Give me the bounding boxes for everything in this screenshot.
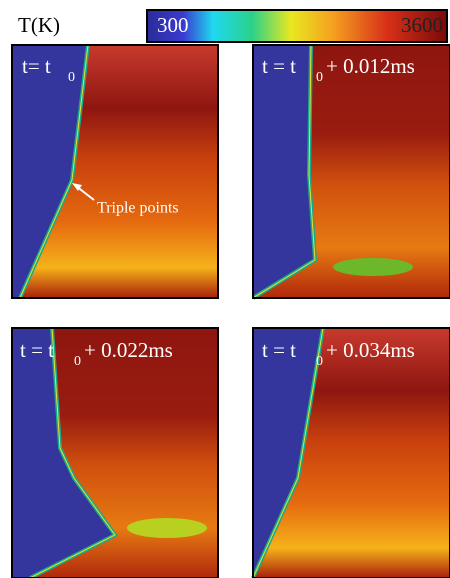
panel xyxy=(253,328,450,578)
panel-subscript: 0 xyxy=(316,70,323,85)
panel-suffix: + 0.012ms xyxy=(326,54,415,78)
figure: T(K) 300 3600 t= t 0 t = t 0 + 0 xyxy=(0,0,450,578)
panel-suffix: + 0.034ms xyxy=(326,338,415,362)
panel-label: t = t xyxy=(262,54,296,78)
colorbar-label: T(K) xyxy=(18,13,60,37)
panel xyxy=(12,45,218,298)
panel xyxy=(253,45,450,298)
panel-label: t = t xyxy=(20,338,54,362)
panel-label: t= t xyxy=(22,54,51,78)
panel-subscript: 0 xyxy=(74,354,81,369)
annotation: Triple points xyxy=(97,200,179,217)
colorbar-max: 3600 xyxy=(401,13,443,37)
panel-label: t = t xyxy=(262,338,296,362)
colorbar-min: 300 xyxy=(157,13,189,37)
panel-subscript: 0 xyxy=(316,354,323,369)
panel-suffix: + 0.022ms xyxy=(84,338,173,362)
panel-subscript: 0 xyxy=(68,70,75,85)
panel xyxy=(12,328,218,578)
